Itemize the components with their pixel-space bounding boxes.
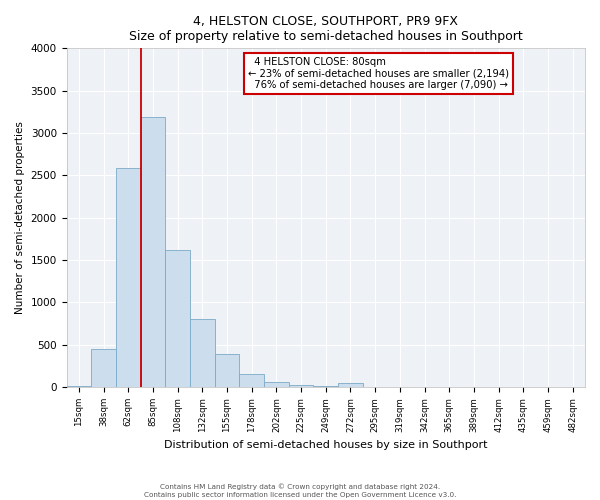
Bar (239, 374, 264, 387)
Title: 4, HELSTON CLOSE, SOUTHPORT, PR9 9FX
Size of property relative to semi-detached : 4, HELSTON CLOSE, SOUTHPORT, PR9 9FX Siz… (129, 15, 523, 43)
Bar (313, 386, 338, 387)
Y-axis label: Number of semi-detached properties: Number of semi-detached properties (15, 122, 25, 314)
Bar (338, 383, 363, 387)
Text: 4 HELSTON CLOSE: 80sqm
← 23% of semi-detached houses are smaller (2,194)
  76% o: 4 HELSTON CLOSE: 80sqm ← 23% of semi-det… (248, 57, 509, 90)
Bar (140, 117, 165, 387)
Bar (190, 319, 215, 387)
Bar (67, 386, 91, 387)
Bar (264, 382, 289, 387)
Bar (289, 385, 313, 387)
Bar (116, 168, 140, 387)
X-axis label: Distribution of semi-detached houses by size in Southport: Distribution of semi-detached houses by … (164, 440, 488, 450)
Text: Contains HM Land Registry data © Crown copyright and database right 2024.
Contai: Contains HM Land Registry data © Crown c… (144, 483, 456, 498)
Bar (215, 354, 239, 387)
Bar (165, 250, 190, 387)
Bar (91, 348, 116, 387)
